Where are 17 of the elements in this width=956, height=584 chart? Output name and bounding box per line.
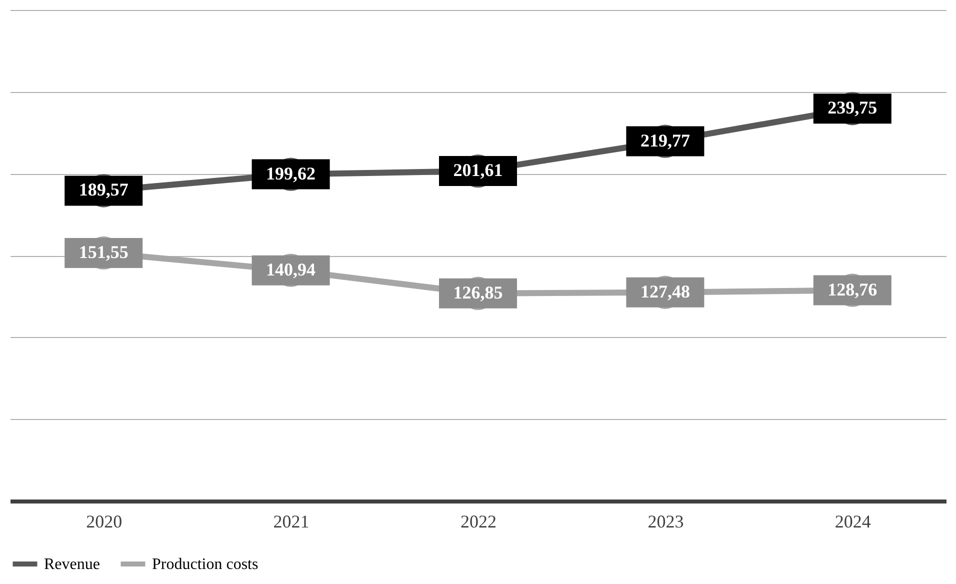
data-label: 219,77	[640, 130, 690, 150]
x-tick-label: 2022	[460, 512, 496, 532]
data-label: 199,62	[266, 163, 316, 184]
x-tick-label: 2023	[648, 512, 684, 532]
data-label: 126,85	[453, 282, 503, 302]
legend-label: Production costs	[152, 556, 258, 573]
data-label: 189,57	[78, 180, 128, 200]
x-tick-label: 2020	[86, 512, 122, 532]
data-label: 151,55	[78, 242, 128, 262]
legend-label: Revenue	[44, 556, 100, 573]
data-label: 201,61	[453, 160, 503, 180]
data-label: 127,48	[640, 281, 690, 302]
data-label: 128,76	[828, 279, 878, 300]
data-label: 140,94	[266, 259, 316, 280]
x-tick-label: 2024	[834, 512, 871, 532]
data-label: 239,75	[828, 98, 878, 118]
x-tick-label: 2021	[273, 512, 310, 532]
